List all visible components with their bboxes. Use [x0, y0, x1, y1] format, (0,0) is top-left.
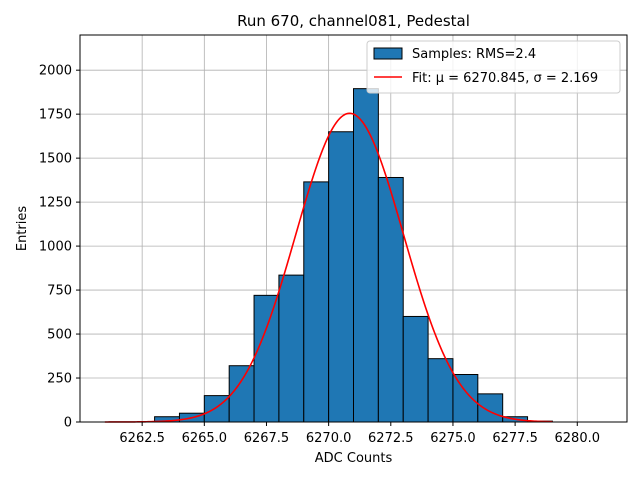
- x-tick-label: 6280.0: [555, 431, 601, 446]
- fit-curve-layer: [104, 112, 553, 423]
- histogram-bar: [253, 294, 280, 423]
- legend-fit-label: Fit: μ = 6270.845, σ = 2.169: [412, 71, 598, 86]
- x-tick-label: 6270.0: [306, 431, 352, 446]
- x-tick-label: 6275.0: [430, 431, 476, 446]
- histogram-bar: [377, 176, 404, 423]
- plot-frame: [79, 34, 628, 423]
- y-tick-label: 1250: [39, 196, 72, 211]
- histogram-bar: [303, 181, 330, 423]
- chart-title: Run 670, channel081, Pedestal: [237, 12, 470, 30]
- histogram-bar: [477, 393, 504, 423]
- y-tick-label: 250: [47, 372, 72, 387]
- y-tick-label: 750: [47, 284, 72, 299]
- histogram-bar: [353, 88, 379, 423]
- x-tick-label: 6277.5: [492, 431, 538, 446]
- legend-box: [366, 40, 621, 94]
- fit-curve: [104, 112, 553, 423]
- y-tick-label: 1000: [39, 240, 72, 255]
- legend-histogram-swatch: [373, 47, 403, 60]
- x-axis-ticks: 6262.5 6265.0 6267.5 6270.0 6272.5 6275.0 6277…: [119, 422, 600, 446]
- histogram-bar: [402, 315, 429, 423]
- x-tick-label: 6265.0: [182, 431, 228, 446]
- y-tick-label: 1500: [39, 152, 72, 167]
- histogram-bar: [452, 374, 479, 423]
- y-axis-ticks: 0 250 500 750 1000 1250 1500 1750 2000: [39, 64, 80, 431]
- histogram-bar: [278, 274, 305, 423]
- x-tick-label: 6272.5: [368, 431, 414, 446]
- y-tick-label: 500: [47, 328, 72, 343]
- histogram-bar: [228, 365, 255, 423]
- y-axis-title: Entries: [15, 206, 30, 252]
- histogram-bar: [427, 358, 454, 423]
- y-tick-label: 1750: [39, 108, 72, 123]
- x-tick-label: 6262.5: [119, 431, 165, 446]
- y-tick-label: 2000: [39, 64, 72, 79]
- x-tick-label: 6267.5: [244, 431, 290, 446]
- y-tick-label: 0: [64, 416, 72, 431]
- histogram-bars: [154, 88, 553, 423]
- legend: Samples: RMS=2.4 Fit: μ = 6270.845, σ = …: [366, 40, 621, 94]
- histogram-bar: [328, 131, 354, 423]
- x-axis-title: ADC Counts: [315, 451, 393, 466]
- legend-histogram-label: Samples: RMS=2.4: [412, 47, 536, 62]
